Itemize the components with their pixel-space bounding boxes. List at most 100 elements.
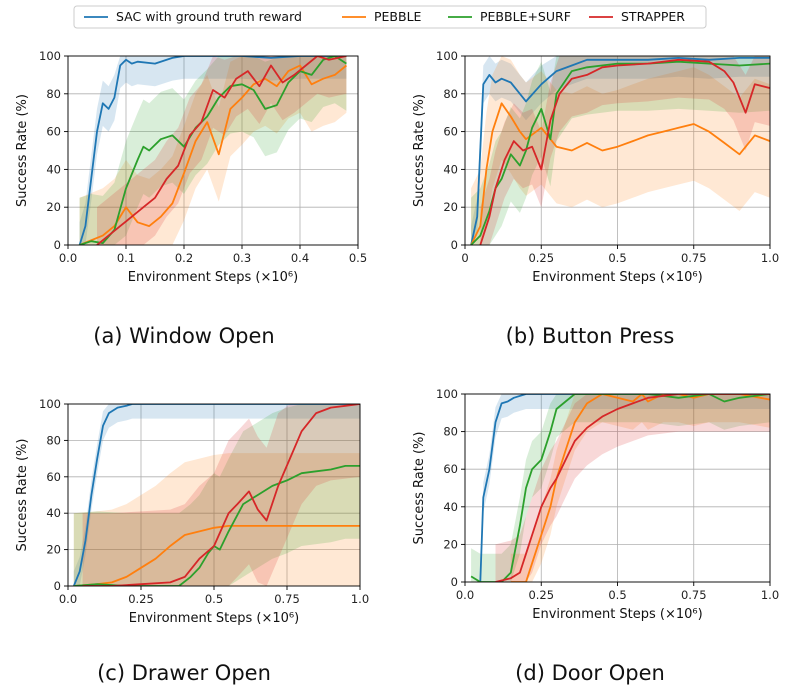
y-axis-label: Success Rate (%) [412, 94, 427, 207]
x-tick-label: 0.0 [59, 251, 77, 265]
y-tick-label: 0 [54, 238, 61, 252]
x-tick-label: 0.25 [128, 592, 154, 606]
x-tick-label: 0.75 [274, 592, 300, 606]
y-tick-label: 20 [443, 537, 458, 551]
x-tick-label: 0.75 [681, 588, 707, 602]
y-tick-label: 60 [443, 125, 458, 139]
subplot-drawer-open: 0.0 0.25 0.5 0.75 1.0 0 20 40 60 80 100 Environment… [15, 397, 369, 626]
series-line [73, 465, 360, 586]
y-axis-label: Success Rate (%) [15, 439, 30, 552]
confidence-band [471, 56, 770, 245]
y-axis-label: Success Rate (%) [15, 94, 30, 207]
y-tick-label: 0 [451, 575, 458, 589]
legend-label: STRAPPER [621, 9, 685, 24]
series-line [470, 102, 770, 245]
x-tick-label: 0.3 [233, 251, 251, 265]
caption-button-press: (b) Button Press [506, 324, 675, 348]
caption-door-open: (d) Door Open [515, 661, 665, 685]
x-tick-label: 1.0 [351, 592, 369, 606]
y-tick-label: 80 [443, 425, 458, 439]
x-tick-label: 1.0 [761, 251, 779, 265]
x-tick-label: 0.25 [528, 588, 554, 602]
legend-label: SAC with ground truth reward [116, 9, 302, 24]
y-tick-label: 80 [443, 87, 458, 101]
x-axis-label: Environment Steps (×10⁶) [128, 270, 298, 285]
plot-area [470, 394, 770, 582]
x-tick-label: 0.25 [528, 251, 554, 265]
x-axis-label: Environment Steps (×10⁶) [532, 270, 702, 285]
x-tick-label: 0.4 [291, 251, 309, 265]
y-tick-label: 100 [436, 387, 458, 401]
x-tick-label: 0.75 [681, 251, 707, 265]
y-tick-label: 40 [46, 506, 61, 520]
series-line [510, 394, 770, 582]
confidence-band [73, 404, 360, 586]
x-tick-label: 0.0 [59, 592, 77, 606]
y-tick-label: 60 [46, 470, 61, 484]
y-tick-label: 40 [443, 162, 458, 176]
x-tick-label: 0.5 [608, 251, 626, 265]
legend-label: PEBBLE+SURF [480, 9, 571, 24]
y-tick-label: 40 [443, 500, 458, 514]
y-tick-label: 60 [443, 462, 458, 476]
confidence-band [73, 453, 360, 586]
confidence-band [79, 56, 347, 245]
confidence-band [73, 404, 360, 586]
x-tick-label: 0.5 [349, 251, 367, 265]
subplot-window-open: 0.0 0.1 0.2 0.3 0.4 0.5 0 20 40 60 80 100 Environmen… [15, 49, 367, 285]
confidence-band [471, 56, 770, 245]
confidence-band [79, 56, 347, 245]
confidence-band [471, 56, 770, 245]
y-tick-label: 100 [39, 397, 61, 411]
series-line [479, 58, 770, 245]
series-line [479, 394, 770, 582]
y-tick-label: 0 [54, 579, 61, 593]
series-line [73, 525, 360, 586]
caption-window-open: (a) Window Open [93, 324, 275, 348]
x-tick-label: 0.2 [175, 251, 193, 265]
confidence-band [471, 394, 770, 582]
legend-item-strapper: STRAPPER [589, 9, 685, 24]
y-axis-label: Success Rate (%) [412, 432, 427, 545]
confidence-band [495, 394, 770, 582]
caption-drawer-open: (c) Drawer Open [97, 661, 271, 685]
x-tick-label: 1.0 [761, 588, 779, 602]
y-tick-label: 20 [46, 543, 61, 557]
legend-label: PEBBLE [374, 9, 422, 24]
x-tick-label: 0 [461, 251, 468, 265]
series-line [96, 56, 347, 245]
y-tick-label: 100 [436, 49, 458, 63]
confidence-band [480, 56, 770, 245]
y-tick-label: 80 [46, 87, 61, 101]
x-tick-label: 0.1 [117, 251, 135, 265]
series-line [78, 56, 347, 245]
plot-area [470, 56, 770, 245]
x-axis-label: Environment Steps (×10⁶) [532, 607, 702, 622]
series-line [82, 404, 360, 586]
subplot-button-press: 0 0.25 0.5 0.75 1.0 0 20 40 60 80 100 Environment S… [412, 49, 779, 285]
confidence-band [82, 404, 360, 586]
legend-frame [73, 5, 707, 29]
legend: SAC with ground truth reward PEBBLE PEBB… [73, 5, 707, 29]
confidence-band [97, 56, 347, 245]
plot-area [78, 56, 347, 245]
legend-item-pebble: PEBBLE [342, 9, 422, 24]
x-tick-label: 0.5 [205, 592, 223, 606]
y-tick-label: 100 [39, 49, 61, 63]
axes-frame [67, 55, 359, 246]
x-tick-label: 0.0 [456, 588, 474, 602]
confidence-band [480, 394, 770, 582]
legend-item-sac: SAC with ground truth reward [84, 9, 302, 24]
plot-area [72, 404, 360, 586]
y-tick-label: 0 [451, 238, 458, 252]
series-line [495, 394, 770, 582]
subplot-door-open: 0.0 0.25 0.5 0.75 1.0 0 20 40 60 80 100 Environment… [412, 387, 779, 622]
x-axis-label: Environment Steps (×10⁶) [129, 611, 299, 626]
y-tick-label: 20 [46, 200, 61, 214]
legend-item-pebble-surf: PEBBLE+SURF [448, 9, 571, 24]
x-tick-label: 0.5 [608, 588, 626, 602]
y-tick-label: 40 [46, 162, 61, 176]
y-tick-label: 20 [443, 200, 458, 214]
y-tick-label: 80 [46, 433, 61, 447]
